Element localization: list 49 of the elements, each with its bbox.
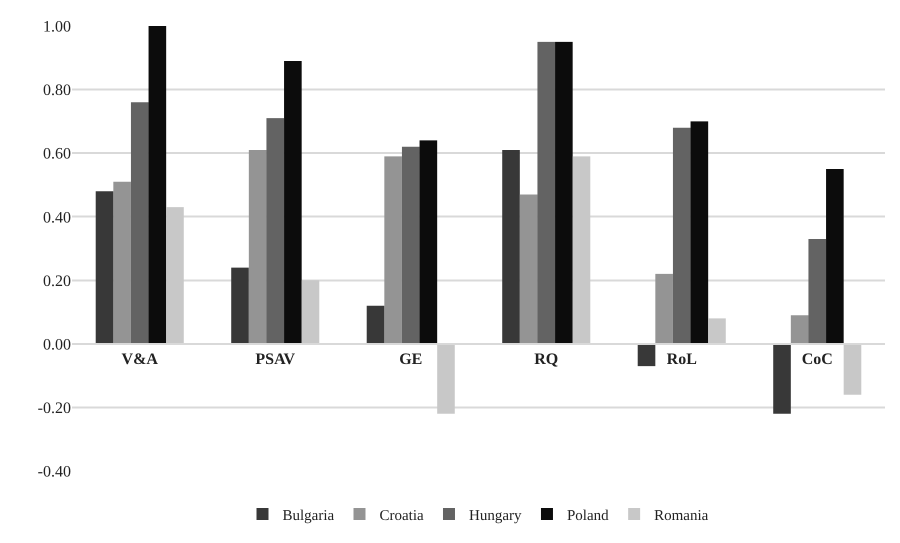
x-tick-label: GE [399,351,422,368]
bar [231,268,249,344]
x-tick-label: V&A [122,351,158,368]
y-tick-label: 0.00 [43,336,71,354]
y-tick-label: 0.40 [43,209,71,226]
bar [708,318,726,344]
bar [572,156,590,344]
bar [302,280,320,344]
x-tick-label: PSAV [255,351,296,368]
bar [690,121,708,344]
bar [537,42,556,344]
bar [638,344,656,366]
y-tick-label: 1.00 [43,18,71,36]
bar [520,194,538,344]
x-tick-label: CoC [802,351,833,368]
bar [808,238,826,344]
bar [402,146,420,344]
bar [248,150,266,344]
bar [113,182,131,344]
bar [773,344,791,414]
bar [266,118,284,344]
x-tick-label: RQ [534,351,558,368]
bar [130,102,149,344]
legend-label: Romania [654,508,709,524]
bar [844,344,862,395]
bar [790,315,808,344]
legend-label: Croatia [379,508,424,524]
y-tick-label: -0.40 [38,464,71,481]
bar [502,150,520,344]
bar [148,26,166,344]
legend-label: Bulgaria [282,508,334,524]
bar [672,128,691,344]
bar [420,140,438,344]
y-tick-label: -0.20 [38,400,71,418]
bar [826,169,844,344]
legend-label: Hungary [468,508,522,524]
legend-label: Poland [566,508,610,524]
bar [96,191,114,344]
bar [366,306,384,344]
bar [284,60,302,344]
x-tick-label: RoL [666,351,697,368]
y-tick-label: 0.80 [43,82,71,100]
y-tick-label: 0.20 [43,272,71,290]
bar [384,156,402,344]
bar [655,274,673,344]
bar [166,207,184,344]
bar [555,42,573,344]
y-tick-label: 0.60 [43,146,71,163]
bar [437,344,455,414]
